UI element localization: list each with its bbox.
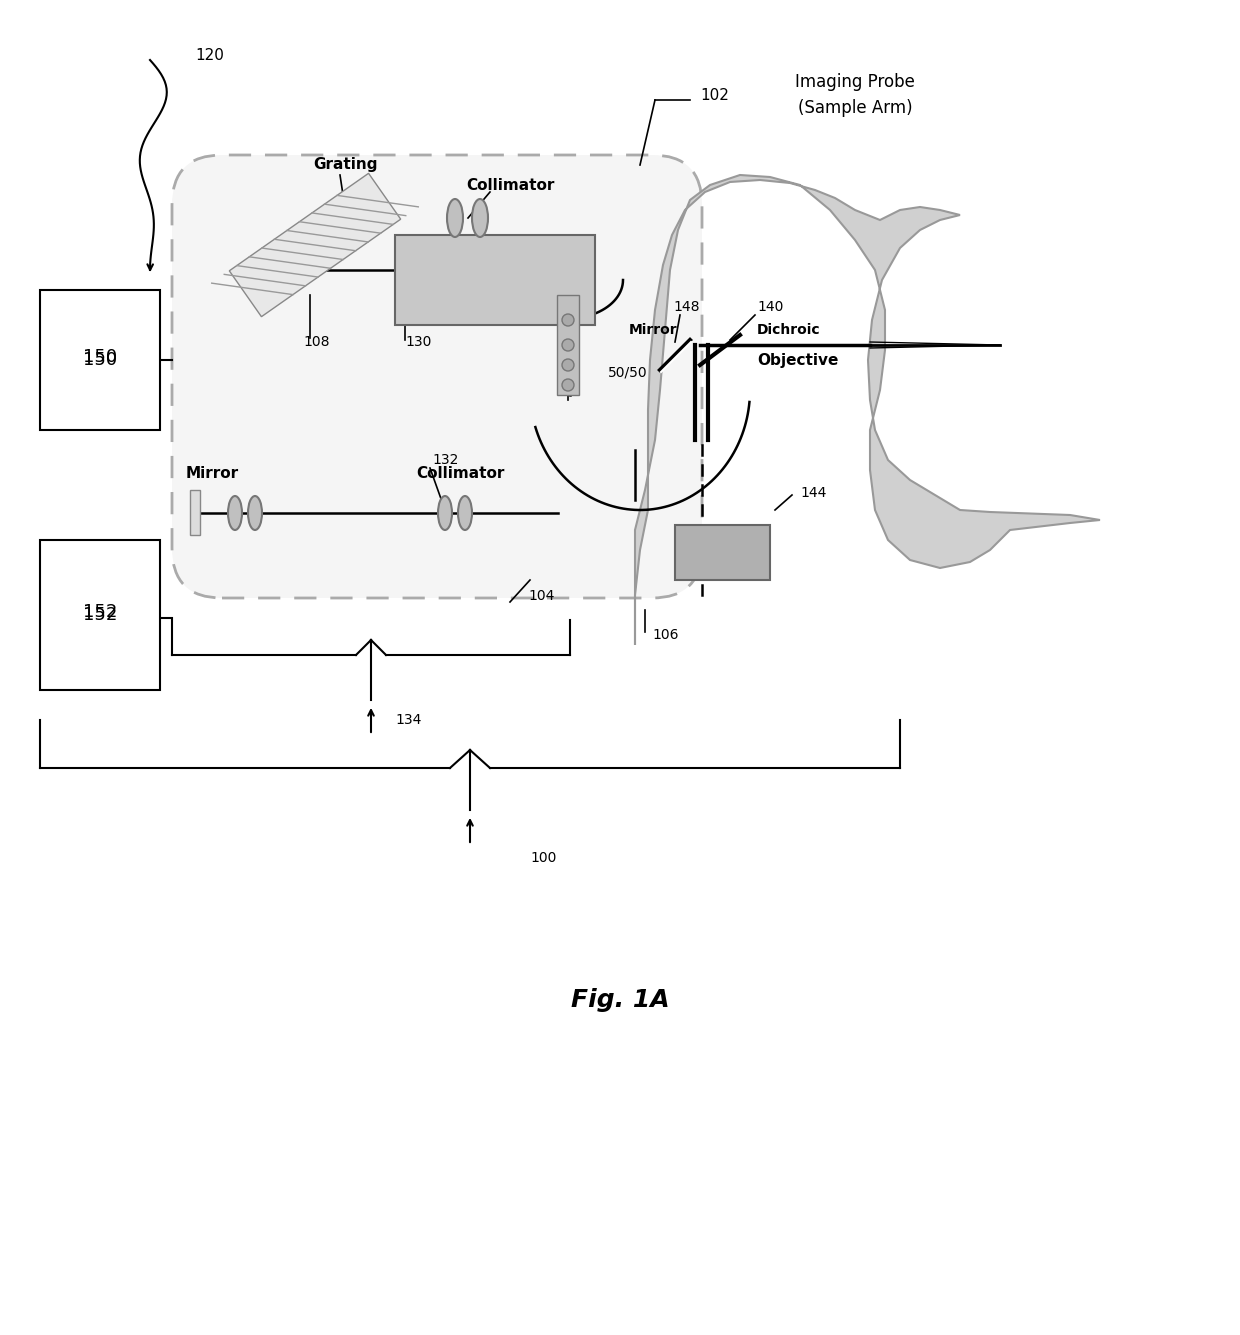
FancyBboxPatch shape (40, 290, 160, 430)
Ellipse shape (228, 497, 242, 530)
Text: 150: 150 (83, 351, 117, 368)
Text: 152: 152 (83, 603, 118, 621)
Text: 130: 130 (405, 335, 432, 348)
Text: Broadband: Broadband (453, 262, 538, 275)
Ellipse shape (562, 359, 574, 371)
Ellipse shape (458, 497, 472, 530)
Text: Dichroic: Dichroic (756, 323, 821, 336)
Polygon shape (635, 175, 1100, 645)
Ellipse shape (562, 314, 574, 326)
Ellipse shape (472, 199, 489, 238)
FancyBboxPatch shape (557, 295, 579, 395)
Ellipse shape (562, 339, 574, 351)
FancyBboxPatch shape (190, 490, 200, 535)
Text: Grating: Grating (312, 158, 377, 172)
Text: 100: 100 (529, 850, 557, 865)
Text: Collimator: Collimator (415, 466, 505, 481)
Text: 120: 120 (195, 48, 224, 63)
Text: Collimator: Collimator (466, 178, 554, 192)
Text: 134: 134 (396, 713, 422, 728)
Text: 152: 152 (83, 606, 118, 623)
Text: Imaging Probe: Imaging Probe (795, 73, 915, 91)
Text: 108: 108 (303, 335, 330, 348)
Text: 106: 106 (652, 627, 678, 642)
Text: 140: 140 (756, 300, 784, 314)
Text: 102: 102 (701, 88, 729, 103)
Text: 148: 148 (673, 300, 699, 314)
Text: 50/50: 50/50 (608, 364, 647, 379)
Text: Mirror: Mirror (629, 323, 677, 336)
FancyBboxPatch shape (675, 525, 770, 579)
Text: Fig. 1A: Fig. 1A (570, 988, 670, 1012)
Text: 144: 144 (800, 486, 826, 501)
Text: 104: 104 (528, 589, 554, 603)
Text: Source: Source (467, 286, 522, 300)
Ellipse shape (248, 497, 262, 530)
Text: 132: 132 (432, 453, 459, 467)
Text: (Sample Arm): (Sample Arm) (797, 99, 913, 117)
Text: Mirror: Mirror (186, 466, 238, 481)
Ellipse shape (438, 497, 453, 530)
FancyBboxPatch shape (172, 155, 702, 598)
Text: Objective: Objective (756, 352, 838, 367)
Ellipse shape (446, 199, 463, 238)
FancyBboxPatch shape (396, 235, 595, 324)
Text: CCD: CCD (706, 546, 740, 561)
Text: CCD: CCD (706, 545, 740, 559)
Polygon shape (229, 174, 401, 316)
Text: 150: 150 (83, 348, 117, 366)
Ellipse shape (562, 379, 574, 391)
FancyBboxPatch shape (40, 539, 160, 690)
